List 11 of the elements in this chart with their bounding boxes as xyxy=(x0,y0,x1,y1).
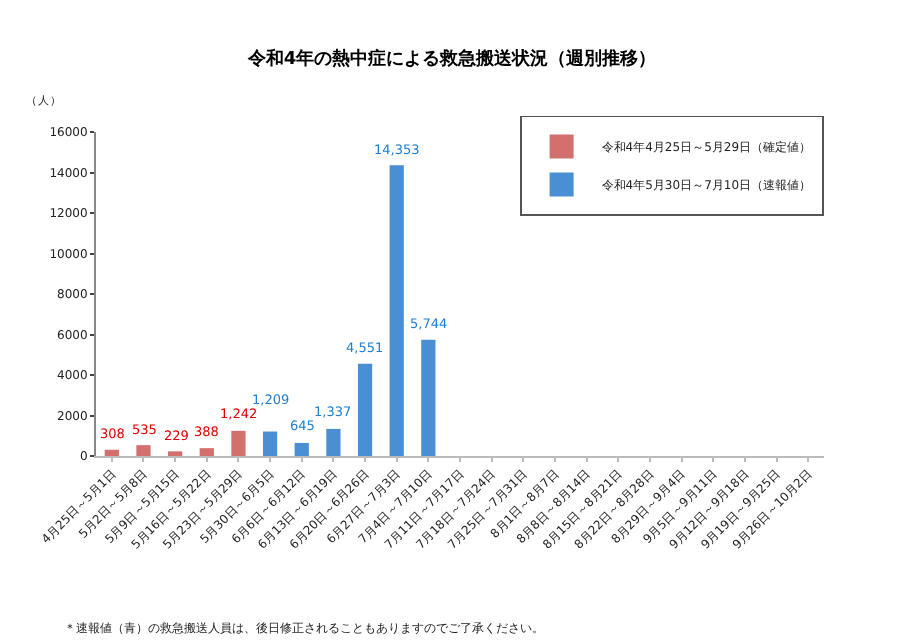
bar xyxy=(389,165,404,456)
bar xyxy=(262,431,278,456)
bar xyxy=(357,363,373,456)
bar xyxy=(199,448,214,456)
bar xyxy=(294,442,309,456)
chart-title: 令和4年の熱中症による救急搬送状況（週別推移） xyxy=(245,47,657,70)
bar xyxy=(104,449,119,456)
bar xyxy=(136,445,151,456)
bar xyxy=(421,339,436,456)
bar xyxy=(231,430,246,456)
bar xyxy=(326,428,341,456)
